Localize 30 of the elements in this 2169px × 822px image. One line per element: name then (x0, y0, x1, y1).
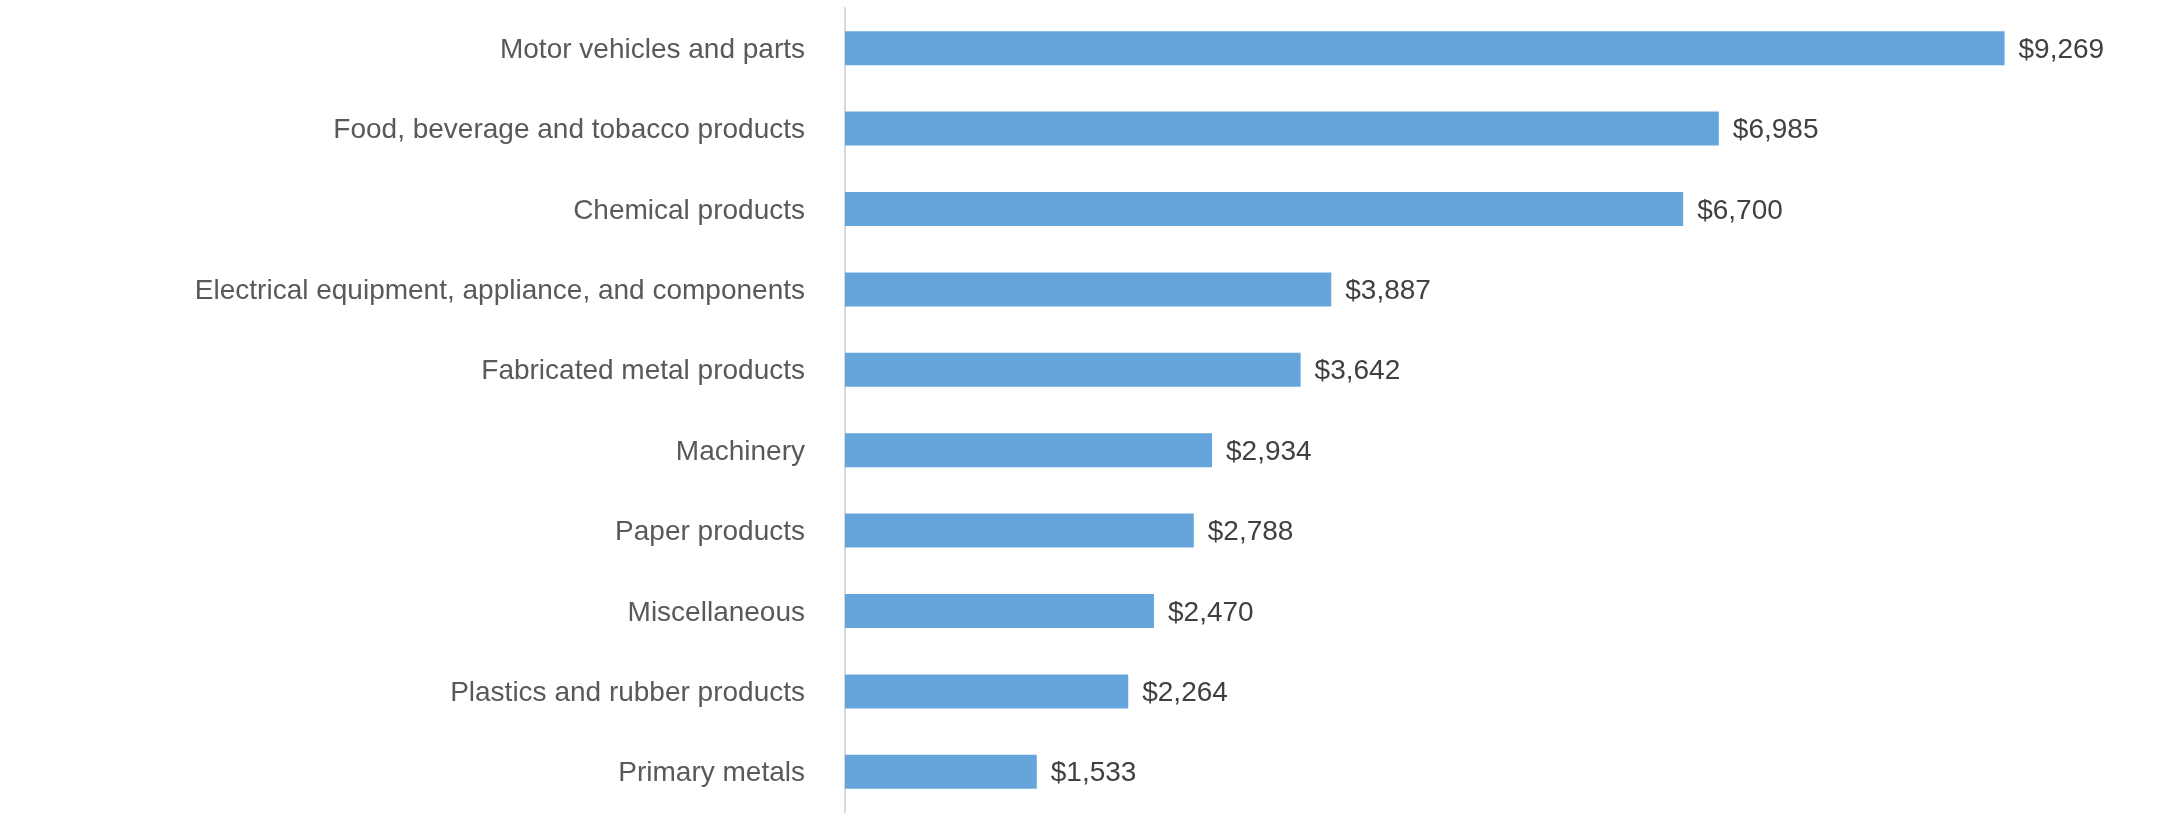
bar (845, 352, 1301, 387)
y-tick-label: Plastics and rubber products (450, 675, 805, 707)
bar (845, 754, 1037, 789)
bar (845, 31, 2005, 66)
bar (845, 111, 1719, 146)
y-tick-label: Motor vehicles and parts (499, 32, 805, 64)
data-label: $3,887 (1345, 273, 1431, 305)
data-label: $9,269 (2018, 32, 2105, 64)
data-label: $6,985 (1732, 113, 1819, 145)
y-tick-label: Fabricated metal products (481, 354, 805, 386)
data-label: $1,533 (1050, 756, 1137, 788)
data-label: $2,934 (1226, 434, 1312, 466)
data-label: $3,642 (1314, 354, 1401, 386)
bar (845, 594, 1154, 628)
bar (845, 674, 1129, 709)
y-tick-label: Chemical products (573, 193, 805, 225)
bar (845, 272, 1332, 307)
y-tick-label: Paper products (615, 515, 805, 547)
bar (845, 433, 1213, 468)
data-label: $2,470 (1168, 595, 1254, 627)
data-label: $2,264 (1142, 675, 1228, 707)
y-tick-label: Machinery (675, 434, 805, 466)
data-label: $6,700 (1697, 193, 1783, 225)
bar (845, 513, 1194, 548)
data-label: $2,788 (1207, 515, 1294, 547)
y-tick-label: Food, beverage and tobacco products (333, 113, 805, 145)
y-tick-label: Electrical equipment, appliance, and components (194, 273, 805, 305)
y-tick-label: Miscellaneous (627, 595, 805, 627)
bar (845, 192, 1684, 226)
y-tick-label: Primary metals (618, 756, 805, 788)
